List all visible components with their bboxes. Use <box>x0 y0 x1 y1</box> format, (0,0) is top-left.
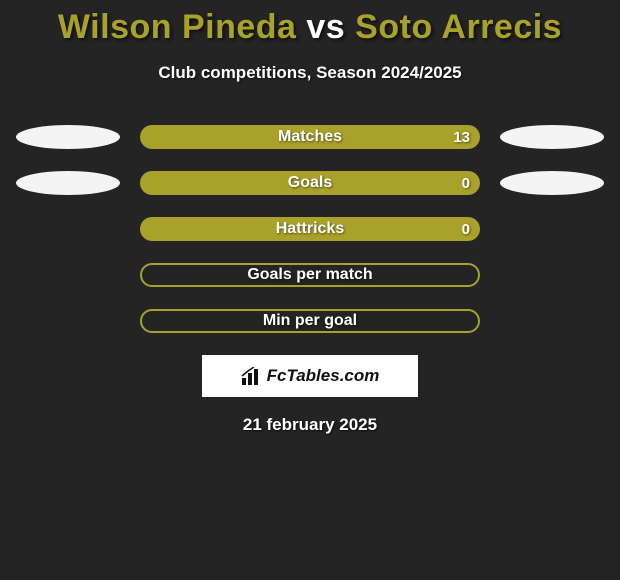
stat-rows: Matches 13 Goals 0 Hattricks 0 Goals per match… <box>0 125 620 333</box>
stat-value: 0 <box>462 221 470 238</box>
stat-row: Goals 0 <box>0 171 620 195</box>
left-blob-slot <box>14 125 122 149</box>
stat-value: 13 <box>453 129 470 146</box>
infographic-container: Wilson Pineda vs Soto Arrecis Club compe… <box>0 0 620 435</box>
stat-label: Goals <box>288 174 332 192</box>
stat-bar: Goals 0 <box>140 171 480 195</box>
right-blob-slot <box>498 171 606 195</box>
stat-bar: Min per goal <box>140 309 480 333</box>
stat-row: Matches 13 <box>0 125 620 149</box>
stat-bar: Hattricks 0 <box>140 217 480 241</box>
stat-label: Hattricks <box>276 220 344 238</box>
player-right-ellipse <box>500 171 604 195</box>
left-blob-slot <box>14 171 122 195</box>
stat-bar: Goals per match <box>140 263 480 287</box>
player-left-ellipse <box>16 171 120 195</box>
date-label: 21 february 2025 <box>0 415 620 435</box>
stat-label: Goals per match <box>247 266 372 284</box>
player-right-ellipse <box>500 125 604 149</box>
stat-label: Min per goal <box>263 312 357 330</box>
stat-row: Min per goal <box>0 309 620 333</box>
player-left-ellipse <box>16 125 120 149</box>
comparison-title: Wilson Pineda vs Soto Arrecis <box>0 8 620 47</box>
right-blob-slot <box>498 125 606 149</box>
season-subtitle: Club competitions, Season 2024/2025 <box>0 63 620 83</box>
stat-value: 0 <box>462 175 470 192</box>
source-logo-text: FcTables.com <box>267 366 380 386</box>
stat-row: Goals per match <box>0 263 620 287</box>
stat-label: Matches <box>278 128 342 146</box>
stat-bar: Matches 13 <box>140 125 480 149</box>
stat-row: Hattricks 0 <box>0 217 620 241</box>
source-logo-box: FcTables.com <box>202 355 418 397</box>
fctables-bars-icon <box>241 367 263 385</box>
